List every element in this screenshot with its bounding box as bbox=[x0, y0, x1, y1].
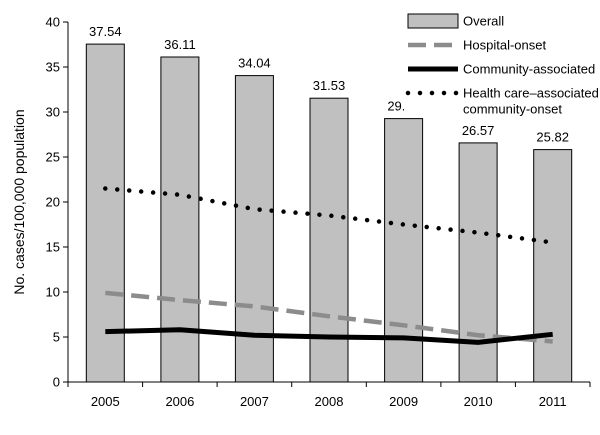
legend-swatch-overall bbox=[407, 13, 459, 29]
bar-2005 bbox=[85, 43, 125, 383]
y-tick-label-35: 35 bbox=[46, 60, 60, 75]
y-axis-title: No. cases/100,000 population bbox=[11, 109, 27, 294]
x-tick-label-2006: 2006 bbox=[165, 394, 194, 409]
data-label-2006: 36.11 bbox=[164, 37, 196, 52]
y-tick-label-40: 40 bbox=[46, 15, 60, 30]
legend-label-overall: Overall bbox=[463, 14, 504, 29]
legend-label-hospital-onset: Hospital-onset bbox=[463, 38, 546, 53]
x-tick-label-2009: 2009 bbox=[389, 394, 418, 409]
legend-label-community-associated: Community-associated bbox=[463, 62, 595, 77]
y-tick-label-10: 10 bbox=[46, 285, 60, 300]
legend: Overall Hospital-onset Community-associate… bbox=[404, 5, 599, 117]
y-tick-label-15: 15 bbox=[46, 240, 60, 255]
x-tick-label-2008: 2008 bbox=[315, 394, 344, 409]
data-label-2010: 26.57 bbox=[462, 123, 495, 138]
bar-2011 bbox=[533, 149, 573, 383]
legend-label-health-care-associated-community-onset-line-0: Health care–associated bbox=[463, 86, 599, 101]
y-tick-label-20: 20 bbox=[46, 195, 60, 210]
bar-2010 bbox=[458, 142, 498, 383]
x-tick-label-2010: 2010 bbox=[464, 394, 493, 409]
bar-2007 bbox=[234, 75, 274, 383]
x-tick-label-2007: 2007 bbox=[240, 394, 269, 409]
y-tick-label-30: 30 bbox=[46, 105, 60, 120]
x-tick-label-2005: 2005 bbox=[91, 394, 120, 409]
bar-2009 bbox=[384, 118, 424, 383]
x-tick-label-2011: 2011 bbox=[539, 394, 567, 409]
data-label-2005: 37.54 bbox=[89, 24, 122, 39]
axes-layer: 0 5 10 15 20 25 30 35 40 2005 2006 2007 2008 2009 2010… bbox=[11, 15, 591, 409]
lines-layer bbox=[103, 186, 555, 345]
y-tick-label-25: 25 bbox=[46, 150, 60, 165]
y-tick-label-0: 0 bbox=[53, 375, 60, 390]
data-label-2007: 34.04 bbox=[238, 56, 271, 71]
data-label-2011: 25.82 bbox=[536, 130, 569, 145]
legend-label-health-care-associated-community-onset-line-1: community-onset bbox=[463, 102, 562, 117]
y-tick-label-5: 5 bbox=[53, 330, 60, 345]
data-label-2008: 31.53 bbox=[313, 78, 346, 93]
